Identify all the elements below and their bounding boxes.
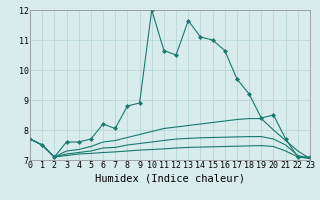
X-axis label: Humidex (Indice chaleur): Humidex (Indice chaleur) (95, 173, 245, 183)
